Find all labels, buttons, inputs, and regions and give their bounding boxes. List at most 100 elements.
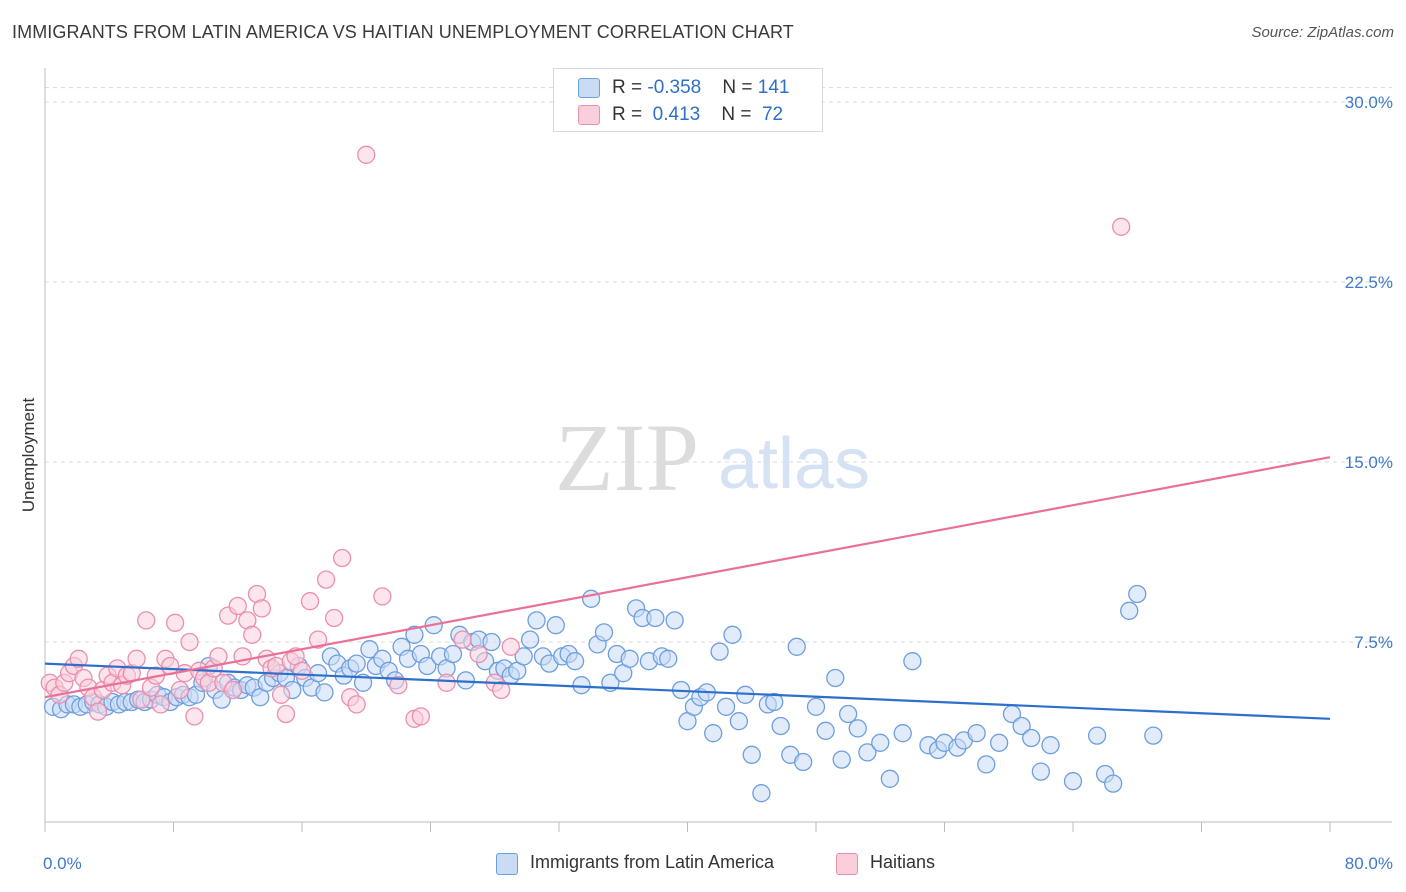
y-tick-label: 15.0% [1345,453,1393,472]
data-point [315,683,334,702]
data-point [373,587,392,606]
y-axis-label: Unemployment [19,398,38,513]
data-point [1022,728,1041,748]
data-point [228,596,247,616]
data-point [572,676,591,695]
data-point [832,750,851,769]
data-point [1087,726,1107,745]
chart-title: IMMIGRANTS FROM LATIN AMERICA VS HAITIAN… [12,22,794,42]
data-point [127,649,146,668]
data-point [594,623,614,642]
trend-line-haitians [44,456,1331,699]
data-point [360,640,379,659]
data-point [787,637,806,656]
y-tick-label: 22.5% [1345,273,1393,292]
data-point [453,630,472,649]
data-point [353,673,373,692]
data-point [252,599,271,618]
data-point [1104,774,1123,793]
bottom-legend-swatch-blue [496,853,518,875]
data-point [1144,726,1163,745]
data-point [704,724,723,743]
bottom-legend-swatch-pink [836,853,858,875]
data-point [243,625,262,644]
legend-r-value: 0.413 [647,104,701,125]
data-point [165,613,185,632]
trend-line-immigrants [44,662,1331,720]
data-point [1112,217,1131,236]
data-point [838,704,858,724]
y-tick-label: 7.5% [1354,633,1393,652]
data-point [967,724,986,743]
grid-lines [45,87,1392,643]
data-point [180,632,199,652]
data-point [389,676,408,695]
data-point [411,707,431,726]
series-immigrants-points [43,584,1163,803]
data-point [620,649,639,668]
data-point [405,625,424,644]
legend-r-label: R = [612,104,648,125]
data-point [482,632,501,652]
data-point [469,644,488,664]
data-point [347,654,366,673]
data-point [871,733,890,752]
legend-n-label: N = [722,77,758,98]
data-point [69,649,88,668]
data-point [300,592,320,611]
data-point [977,755,996,774]
data-point [794,752,813,772]
data-point [209,647,228,666]
data-point [151,695,170,714]
data-point [492,680,511,700]
data-point [308,630,328,649]
data-point [710,642,729,661]
data-point [1063,772,1083,791]
data-point [880,769,900,788]
data-point [546,616,565,635]
chart-source: Source: ZipAtlas.com [1251,24,1394,41]
data-point [893,724,912,743]
data-point [527,611,546,630]
data-point [185,707,204,726]
data-point [223,680,243,700]
data-point [324,608,344,628]
legend-r-value: -0.358 [647,77,702,98]
data-point [292,661,312,680]
data-point [848,719,867,738]
data-point [826,668,845,688]
data-point [665,611,684,630]
data-point [989,733,1009,752]
data-point [565,652,585,671]
legend-swatch-pink [578,105,600,125]
y-tick-label: 30.0% [1345,93,1393,112]
data-point [271,685,291,704]
watermark-atlas: atlas [718,424,870,504]
y-tick-labels: 7.5% 15.0% 22.5% 30.0% [1345,93,1393,652]
x-tick-labels: 0.0% 80.0% [43,854,1393,873]
data-point [132,690,151,709]
data-point [137,611,156,630]
data-point [903,652,922,671]
data-point [659,649,678,668]
bottom-legend-label: Immigrants from Latin America [530,852,775,872]
legend-row-immigrants: R = -0.358 N = 141 [578,75,789,101]
x-tick-label: 80.0% [1345,854,1393,873]
data-point [357,145,376,164]
data-point [443,644,463,664]
legend-n-value: 141 [757,77,790,98]
data-point [858,743,877,762]
data-point [88,702,108,721]
data-point [308,664,328,683]
trend-lines [44,456,1331,720]
data-point [752,784,771,803]
data-point [1041,736,1060,755]
data-point [520,630,540,649]
legend-n-label: N = [721,104,757,125]
data-point [1031,762,1051,781]
data-point [765,692,784,712]
legend-swatch-blue [578,78,600,98]
data-point [723,625,742,644]
data-point [170,680,190,700]
